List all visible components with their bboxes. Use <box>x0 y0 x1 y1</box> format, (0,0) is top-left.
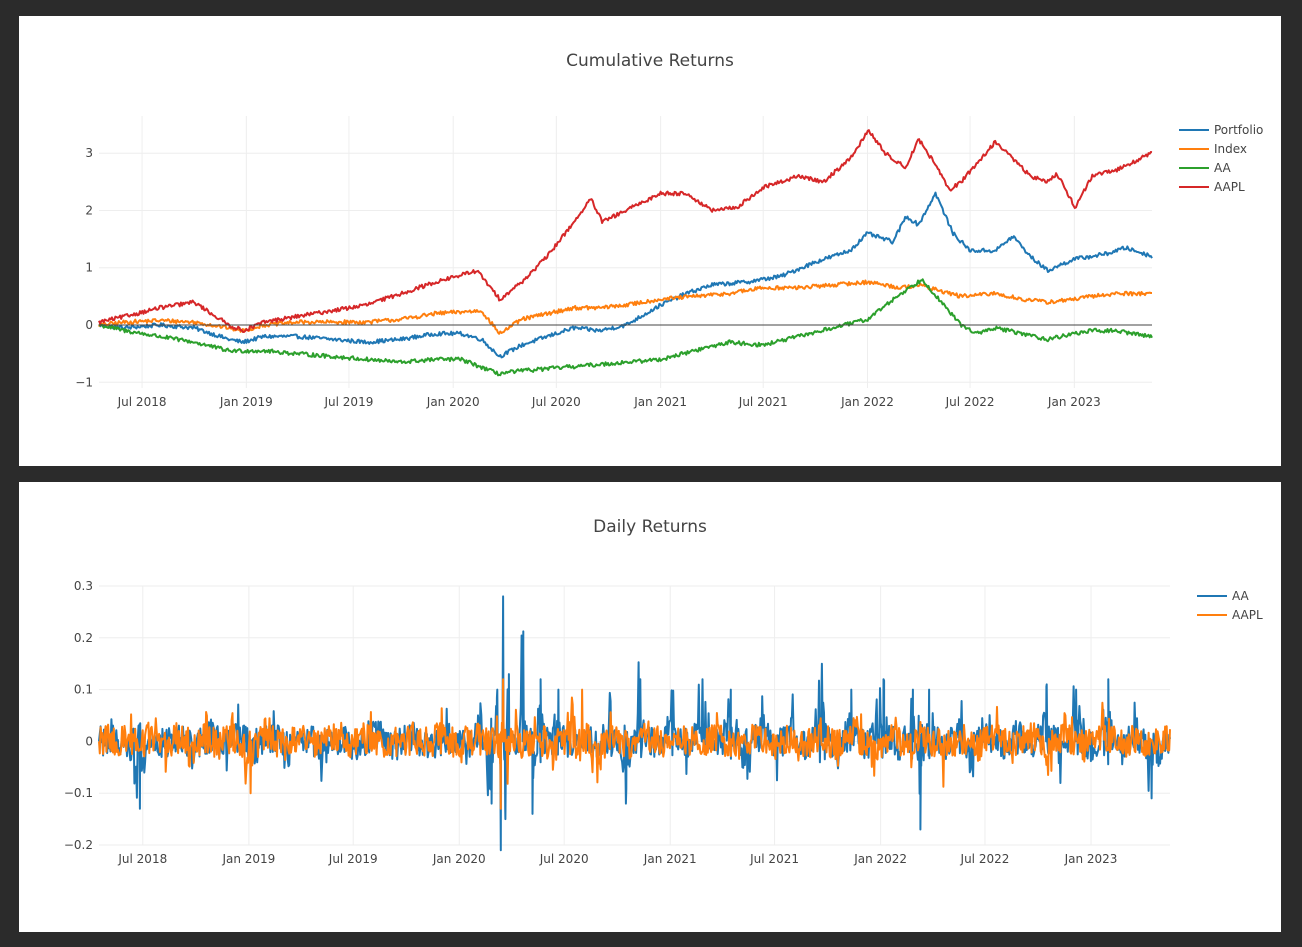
x-tick-label: Jan 2021 <box>643 852 697 866</box>
y-tick-label: 1 <box>85 261 93 275</box>
series-line-aapl[interactable] <box>98 678 1171 810</box>
x-tick-label: Jan 2020 <box>432 852 486 866</box>
chart-title: Daily Returns <box>593 517 707 537</box>
series-line-aa[interactable] <box>98 595 1171 852</box>
legend-label: Portfolio <box>1214 123 1263 137</box>
legend-label: Index <box>1214 142 1247 156</box>
y-tick-label: 0.1 <box>74 683 93 697</box>
legend-item[interactable]: Portfolio <box>1179 123 1263 137</box>
y-tick-label: 0 <box>85 318 93 332</box>
legend-item[interactable]: AA <box>1179 161 1232 175</box>
legend-label: AA <box>1214 161 1232 175</box>
legend-label: AAPL <box>1232 608 1263 622</box>
x-tick-label: Jul 2018 <box>117 852 167 866</box>
legend-label: AA <box>1232 589 1250 603</box>
legend-item[interactable]: AAPL <box>1179 180 1245 194</box>
chart-title: Cumulative Returns <box>566 51 734 71</box>
legend: Portfolio Index AA AAPL <box>1179 123 1263 194</box>
series-line-aa[interactable] <box>98 278 1153 377</box>
x-tick-label: Jul 2020 <box>539 852 589 866</box>
x-tick-label: Jul 2021 <box>749 852 799 866</box>
series-line-portfolio[interactable] <box>98 191 1153 359</box>
cumulative-returns-panel: Cumulative Returns Jul 2018 Jan 2019 Jul 20… <box>19 16 1281 466</box>
x-tick-label: Jul 2019 <box>328 852 378 866</box>
x-tick-label: Jan 2022 <box>840 395 894 409</box>
series-line-index[interactable] <box>98 279 1152 335</box>
daily-returns-chart[interactable]: Daily Returns Jul 2018 Jan 2019 Jul 2019 Jan… <box>19 482 1281 932</box>
x-tick-label: Jan 2022 <box>853 852 907 866</box>
x-tick-label: Jan 2020 <box>426 395 480 409</box>
legend: AA AAPL <box>1197 589 1263 622</box>
y-tick-label: −1 <box>75 375 93 389</box>
plot-area <box>98 585 1171 852</box>
y-tick-label: 0 <box>85 734 93 748</box>
x-tick-label: Jul 2018 <box>117 395 167 409</box>
cumulative-returns-chart[interactable]: Cumulative Returns Jul 2018 Jan 2019 Jul 20… <box>19 16 1281 466</box>
y-tick-label: −0.2 <box>64 838 93 852</box>
series-line-aapl[interactable] <box>98 129 1153 333</box>
legend-item[interactable]: AAPL <box>1197 608 1263 622</box>
legend-item[interactable]: AA <box>1197 589 1250 603</box>
x-tick-label: Jan 2023 <box>1047 395 1101 409</box>
x-tick-label: Jul 2019 <box>324 395 374 409</box>
x-tick-label: Jan 2019 <box>219 395 273 409</box>
daily-returns-panel: Daily Returns Jul 2018 Jan 2019 Jul 2019 Jan… <box>19 482 1281 932</box>
x-tick-label: Jan 2021 <box>633 395 687 409</box>
x-tick-label: Jan 2023 <box>1064 852 1118 866</box>
x-tick-label: Jan 2019 <box>221 852 275 866</box>
x-tick-label: Jul 2020 <box>531 395 581 409</box>
legend-item[interactable]: Index <box>1179 142 1247 156</box>
x-tick-label: Jul 2022 <box>960 852 1010 866</box>
y-tick-label: 3 <box>85 146 93 160</box>
x-tick-label: Jul 2021 <box>738 395 788 409</box>
y-tick-label: 2 <box>85 203 93 217</box>
legend-label: AAPL <box>1214 180 1245 194</box>
y-tick-label: −0.1 <box>64 786 93 800</box>
x-tick-label: Jul 2022 <box>945 395 995 409</box>
y-tick-label: 0.3 <box>74 579 93 593</box>
plot-area <box>98 116 1153 388</box>
y-tick-label: 0.2 <box>74 631 93 645</box>
